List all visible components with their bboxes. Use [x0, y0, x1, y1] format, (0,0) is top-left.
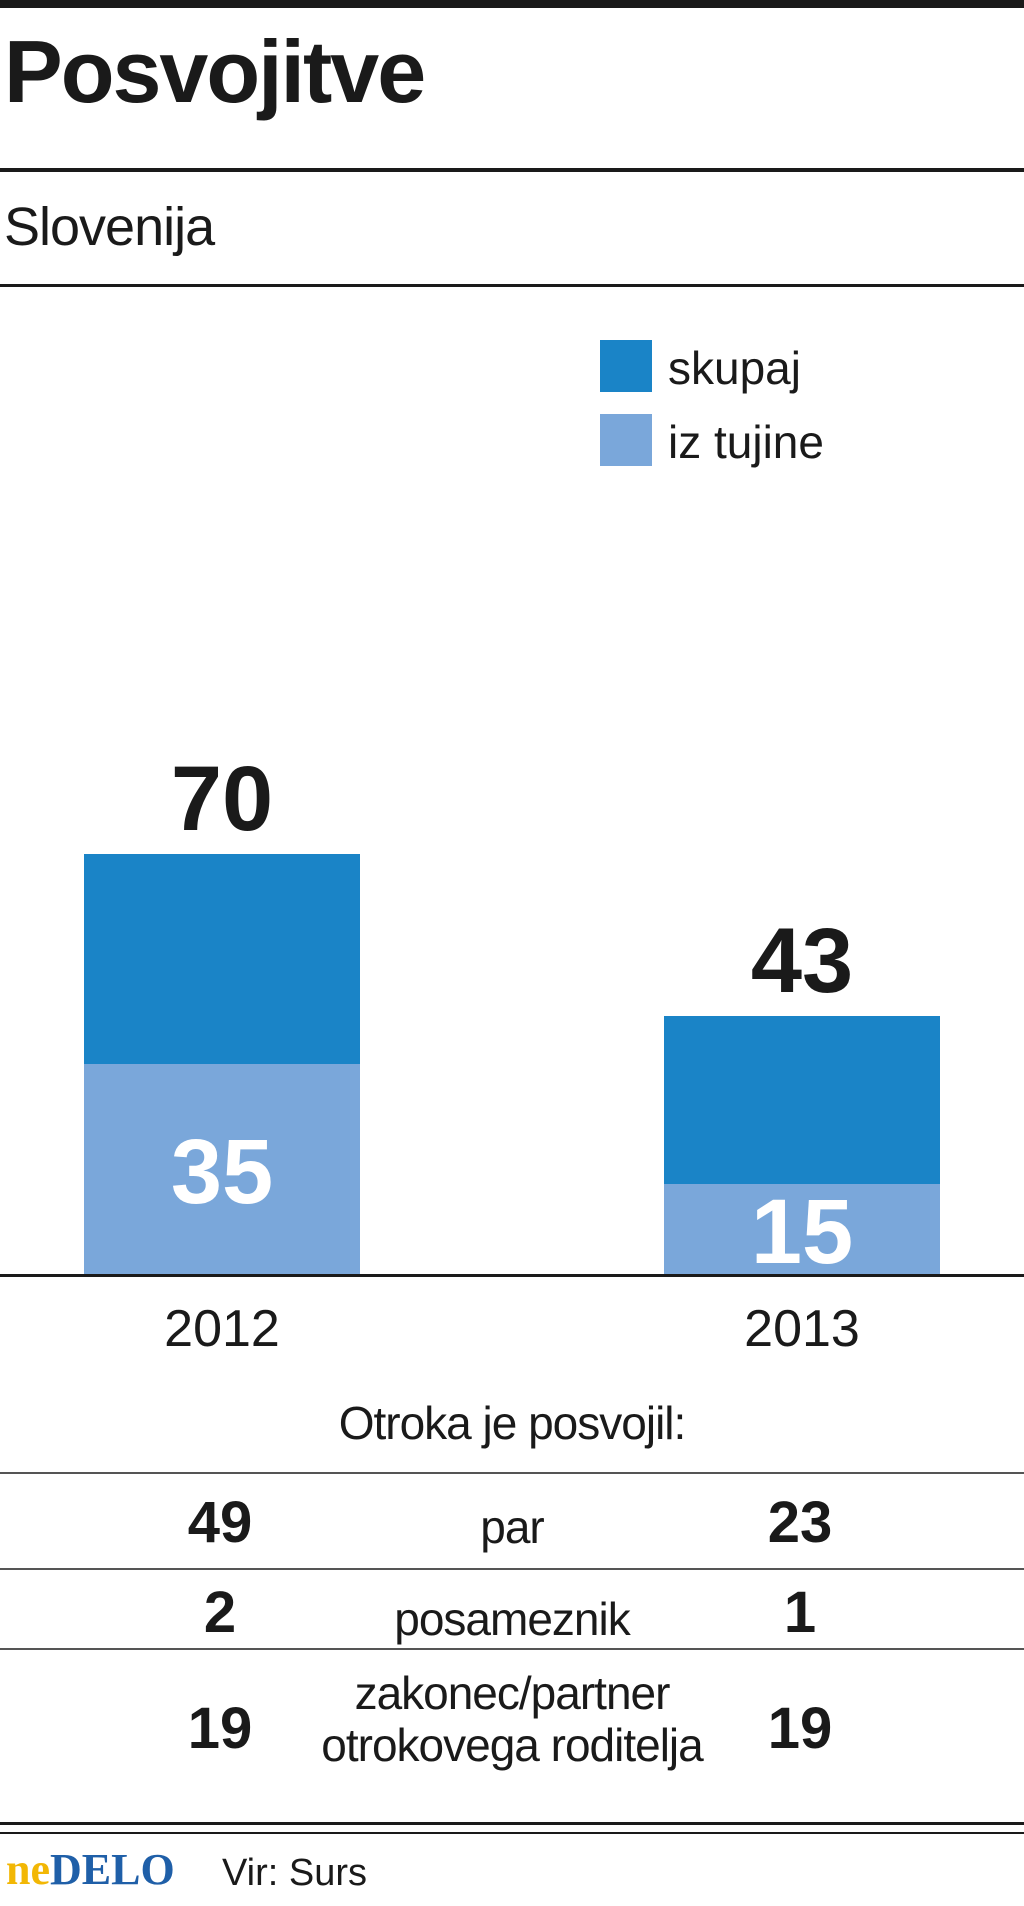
value-label-skupaj-2013: 43 — [751, 910, 853, 1012]
value-label-skupaj-2012: 70 — [171, 748, 273, 850]
footer-rule-thin — [0, 1832, 1024, 1834]
row-rule — [0, 1648, 1024, 1650]
nedelo-logo: neDELO — [6, 1848, 175, 1892]
bar-skupaj-2012 — [84, 854, 360, 1064]
legend-label-1: iz tujine — [668, 416, 824, 468]
table-caption: Otroka je posvojil: — [338, 1397, 687, 1449]
value-2012: 19 — [187, 1696, 253, 1761]
value-2013: 19 — [767, 1696, 833, 1761]
table-row-zakonec: 19 zakonec/partner otrokovega roditelja … — [0, 1648, 1024, 1808]
logo-delo: DELO — [50, 1845, 175, 1894]
row-label-line: zakonec/partner — [354, 1667, 671, 1719]
source-note: Vir: Surs — [222, 1852, 368, 1894]
value-2013: 1 — [783, 1580, 817, 1645]
page-title: Posvojitve — [4, 22, 426, 121]
table-row-posameznik: 2 posameznik 1 — [0, 1568, 1024, 1648]
legend-swatch-1 — [600, 414, 652, 466]
row-label: posameznik — [394, 1593, 630, 1645]
bar-iz-tujine-2012 — [84, 1064, 360, 1274]
footer: neDELO Vir: Surs — [0, 1842, 1024, 1906]
value-2012: 49 — [187, 1490, 253, 1555]
legend-label-0: skupaj — [668, 342, 801, 394]
table-row-par: 49 par 23 — [0, 1472, 1024, 1568]
row-label: zakonec/partner otrokovega roditelja — [300, 1667, 724, 1771]
footer-rule — [0, 1822, 1024, 1825]
logo-ne: ne — [6, 1845, 50, 1894]
bar-skupaj-2013 — [664, 1016, 940, 1184]
value-label-iz-tujine-2012: 35 — [171, 1121, 273, 1223]
subtitle-rule — [0, 284, 1024, 287]
row-label-line: otrokovega roditelja — [321, 1718, 703, 1771]
top-rule — [0, 0, 1024, 8]
value-label-iz-tujine-2013: 15 — [751, 1181, 853, 1283]
x-tick-2013: 2013 — [744, 1300, 860, 1358]
value-2013: 23 — [767, 1490, 833, 1555]
legend-swatch-0 — [600, 340, 652, 392]
value-2012: 2 — [203, 1580, 237, 1645]
stacked-bar-chart: 70 35 2012 43 15 2013 skupaj iz tujine — [0, 340, 1024, 1358]
row-label: par — [480, 1501, 544, 1553]
table-top-rule — [0, 1472, 1024, 1474]
bar-iz-tujine-2013 — [664, 1184, 940, 1274]
x-axis-baseline — [0, 1274, 1024, 1277]
title-rule — [0, 168, 1024, 172]
x-tick-2012: 2012 — [164, 1300, 280, 1358]
subtitle: Slovenija — [4, 197, 215, 257]
row-rule — [0, 1568, 1024, 1570]
